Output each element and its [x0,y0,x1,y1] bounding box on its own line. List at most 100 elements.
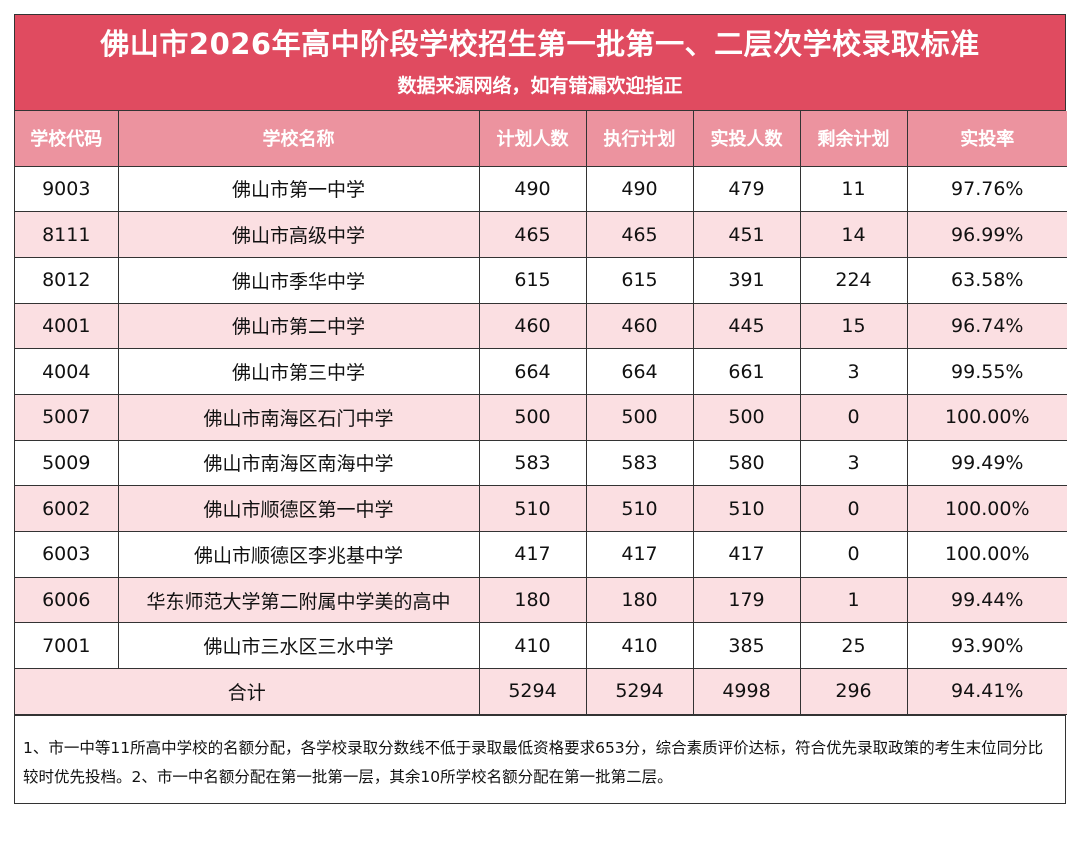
actual-count-cell: 479 [692,166,801,213]
rate-cell: 100.00% [906,531,1067,578]
rate-cell: 100.00% [906,485,1067,532]
actual-count-cell: 580 [692,439,801,487]
school-name-cell: 佛山市南海区南海中学 [117,439,480,487]
school-name-cell: 佛山市第二中学 [117,302,480,350]
actual-count-cell: 385 [692,622,801,670]
actual-count-cell: 510 [692,485,801,532]
remaining-plan-cell: 1 [799,576,908,624]
plan-count-cell: 510 [478,485,587,532]
plan-count-cell: 465 [478,211,587,258]
remaining-plan-cell: 3 [799,348,908,395]
table-row: 8012 佛山市季华中学 615 615 391 224 63.58% [15,256,1067,304]
actual-count-cell: 500 [692,393,801,441]
col-header-code: 学校代码 [15,111,119,167]
admission-sheet: 佛山市2026年高中阶段学校招生第一批第一、二层次学校录取标准 数据来源网络，如… [14,14,1067,804]
total-label-cell: 合计 [15,668,480,715]
remaining-plan-cell: 0 [799,485,908,532]
plan-count-cell: 615 [478,256,587,304]
table-row: 6006 华东师范大学第二附属中学美的高中 180 180 179 1 99.44% [15,576,1067,624]
exec-plan-cell: 460 [585,302,694,350]
table-row: 9003 佛山市第一中学 490 490 479 11 97.76% [15,166,1067,213]
total-rate-cell: 94.41% [906,668,1067,715]
plan-count-cell: 664 [478,348,587,395]
rate-cell: 93.90% [906,622,1067,670]
exec-plan-cell: 615 [585,256,694,304]
table-row: 5007 佛山市南海区石门中学 500 500 500 0 100.00% [15,393,1067,441]
school-code-cell: 5007 [15,393,119,441]
table-row: 7001 佛山市三水区三水中学 410 410 385 25 93.90% [15,622,1067,670]
school-code-cell: 6006 [15,576,119,624]
table-row: 5009 佛山市南海区南海中学 583 583 580 3 99.49% [15,439,1067,487]
school-name-cell: 佛山市高级中学 [117,211,480,258]
remaining-plan-cell: 3 [799,439,908,487]
school-code-cell: 4001 [15,302,119,350]
col-header-rate: 实投率 [906,111,1067,167]
col-header-remain: 剩余计划 [799,111,908,167]
school-code-cell: 9003 [15,166,119,213]
school-code-cell: 5009 [15,439,119,487]
actual-count-cell: 391 [692,256,801,304]
plan-count-cell: 417 [478,531,587,578]
page-title: 佛山市2026年高中阶段学校招生第一批第一、二层次学校录取标准 [100,27,980,61]
school-name-cell: 佛山市季华中学 [117,256,480,304]
footnote: 1、市一中等11所高中学校的名额分配，各学校录取分数线不低于录取最低资格要求65… [15,714,1065,846]
remaining-plan-cell: 0 [799,393,908,441]
exec-plan-cell: 180 [585,576,694,624]
school-name-cell: 佛山市顺德区李兆基中学 [117,531,480,578]
school-name-cell: 华东师范大学第二附属中学美的高中 [117,576,480,624]
rate-cell: 63.58% [906,256,1067,304]
table-header-row: 学校代码 学校名称 计划人数 执行计划 实投人数 剩余计划 实投率 [15,111,1067,167]
rate-cell: 96.99% [906,211,1067,258]
school-code-cell: 8012 [15,256,119,304]
exec-plan-cell: 500 [585,393,694,441]
actual-count-cell: 661 [692,348,801,395]
exec-plan-cell: 490 [585,166,694,213]
school-name-cell: 佛山市南海区石门中学 [117,393,480,441]
col-header-actual: 实投人数 [692,111,801,167]
school-code-cell: 6003 [15,531,119,578]
actual-count-cell: 417 [692,531,801,578]
actual-count-cell: 179 [692,576,801,624]
total-row: 合计 5294 5294 4998 296 94.41% [15,668,1067,715]
remaining-plan-cell: 15 [799,302,908,350]
table-row: 6003 佛山市顺德区李兆基中学 417 417 417 0 100.00% [15,531,1067,578]
rate-cell: 99.49% [906,439,1067,487]
rate-cell: 97.76% [906,166,1067,213]
remaining-plan-cell: 25 [799,622,908,670]
plan-count-cell: 500 [478,393,587,441]
school-name-cell: 佛山市顺德区第一中学 [117,485,480,532]
remaining-plan-cell: 0 [799,531,908,578]
plan-count-cell: 180 [478,576,587,624]
exec-plan-cell: 664 [585,348,694,395]
remaining-plan-cell: 224 [799,256,908,304]
actual-count-cell: 445 [692,302,801,350]
col-header-name: 学校名称 [117,111,480,167]
school-name-cell: 佛山市三水区三水中学 [117,622,480,670]
total-actual-cell: 4998 [692,668,801,715]
school-code-cell: 7001 [15,622,119,670]
plan-count-cell: 460 [478,302,587,350]
exec-plan-cell: 417 [585,531,694,578]
exec-plan-cell: 465 [585,211,694,258]
plan-count-cell: 410 [478,622,587,670]
remaining-plan-cell: 14 [799,211,908,258]
table-row: 4004 佛山市第三中学 664 664 661 3 99.55% [15,348,1067,395]
rate-cell: 99.55% [906,348,1067,395]
school-code-cell: 4004 [15,348,119,395]
total-plan-cell: 5294 [478,668,587,715]
remaining-plan-cell: 11 [799,166,908,213]
exec-plan-cell: 510 [585,485,694,532]
rate-cell: 100.00% [906,393,1067,441]
col-header-plan: 计划人数 [478,111,587,167]
school-code-cell: 8111 [15,211,119,258]
exec-plan-cell: 410 [585,622,694,670]
school-name-cell: 佛山市第三中学 [117,348,480,395]
total-exec-cell: 5294 [585,668,694,715]
table-row: 6002 佛山市顺德区第一中学 510 510 510 0 100.00% [15,485,1067,532]
exec-plan-cell: 583 [585,439,694,487]
actual-count-cell: 451 [692,211,801,258]
school-name-cell: 佛山市第一中学 [117,166,480,213]
table-row: 8111 佛山市高级中学 465 465 451 14 96.99% [15,211,1067,258]
admission-table: 学校代码 学校名称 计划人数 执行计划 实投人数 剩余计划 实投率 9003 佛山… [15,111,1067,715]
col-header-exec: 执行计划 [585,111,694,167]
